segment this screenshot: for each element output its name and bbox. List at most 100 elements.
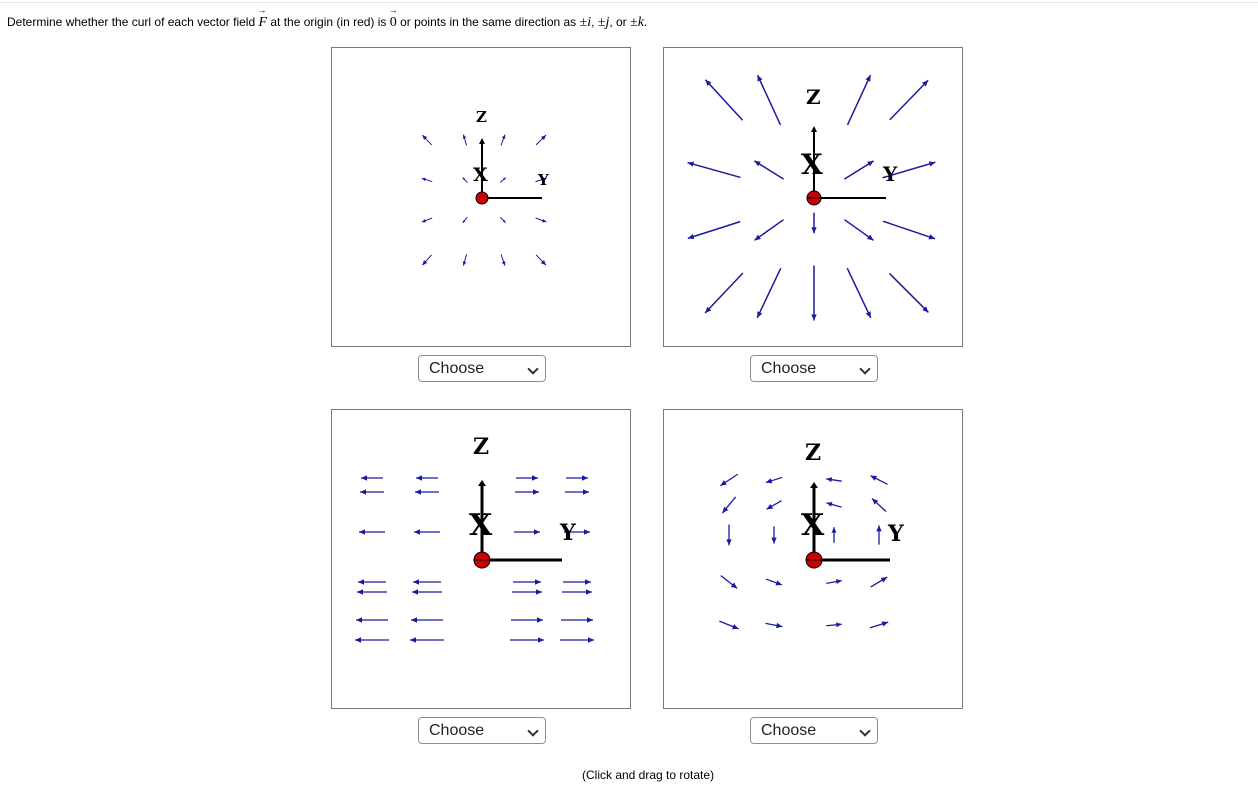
plot-4-svg: Z X Y bbox=[719, 440, 904, 630]
chevron-down-icon bbox=[527, 725, 539, 737]
field-arrow-1-11-head bbox=[541, 218, 547, 223]
plot-1-svg: Z X Y bbox=[421, 108, 549, 266]
field-arrow-3-23-head bbox=[587, 617, 593, 623]
curl-select-3[interactable]: Choose bbox=[418, 717, 546, 744]
field-arrow-4-19-head bbox=[881, 621, 889, 627]
field-arrow-4-15-head bbox=[880, 577, 888, 583]
field-arrow-3-9-head bbox=[414, 529, 420, 535]
field-arrow-3-11-head bbox=[584, 529, 590, 535]
field-arrow-2-5-head bbox=[754, 160, 761, 167]
field-arrow-2-11-head bbox=[928, 234, 936, 240]
plot-3-z-arrowhead bbox=[478, 480, 486, 486]
field-arrow-4-9-head bbox=[771, 537, 777, 544]
plot-4-z-label: Z bbox=[805, 440, 821, 466]
field-arrow-1-12-head bbox=[422, 260, 428, 266]
plot-2-svg: Z X Y bbox=[687, 74, 936, 321]
field-arrow-3-7-head bbox=[583, 489, 589, 495]
field-arrow-3-24-head bbox=[355, 637, 361, 643]
plot-4-z-arrowhead bbox=[810, 482, 818, 488]
field-arrow-4-1-head bbox=[765, 478, 773, 484]
field-arrow-1-3-head bbox=[540, 135, 546, 141]
field-arrow-4-2-head bbox=[826, 477, 833, 483]
vector-field-plot-2[interactable]: Z X Y bbox=[663, 47, 963, 347]
field-arrow-2-15-head bbox=[865, 311, 871, 318]
field-arrow-2-3 bbox=[889, 79, 929, 121]
top-divider bbox=[0, 2, 1258, 3]
curl-select-3-value: Choose bbox=[429, 722, 485, 739]
field-arrow-4-17-head bbox=[776, 622, 783, 629]
field-arrow-4-4-head bbox=[722, 506, 729, 514]
field-arrow-4-7-head bbox=[871, 498, 879, 505]
plot-2-z-label: Z bbox=[806, 85, 821, 109]
field-arrow-2-13-head bbox=[757, 311, 763, 318]
field-arrow-3-22-head bbox=[537, 617, 543, 623]
vector-field-plot-3[interactable]: Z X Y bbox=[331, 409, 631, 709]
vector-field-plot-4[interactable]: Z X Y bbox=[663, 409, 963, 709]
field-arrow-4-6-head bbox=[826, 501, 833, 507]
field-arrow-2-12 bbox=[704, 272, 744, 314]
field-arrow-1-14-head bbox=[501, 261, 506, 266]
field-arrow-1-13-head bbox=[462, 261, 467, 266]
field-arrow-3-15-head bbox=[585, 579, 591, 585]
field-arrow-3-1-head bbox=[416, 475, 422, 481]
curl-select-4-value: Choose bbox=[761, 722, 817, 739]
plot-3-arrows bbox=[355, 475, 594, 643]
vector-f-symbol: F bbox=[258, 15, 267, 30]
field-arrow-1-5-head bbox=[462, 177, 466, 180]
plot-3-svg: Z X Y bbox=[355, 434, 594, 643]
curl-select-1[interactable]: Choose bbox=[418, 355, 546, 382]
field-arrow-3-21-head bbox=[411, 617, 417, 623]
field-arrow-2-4 bbox=[687, 161, 741, 179]
field-arrow-3-16-head bbox=[357, 589, 363, 595]
pm-j-symbol: ±j bbox=[597, 15, 610, 30]
field-arrow-1-8-head bbox=[421, 218, 427, 223]
field-arrow-3-10-head bbox=[534, 529, 540, 535]
curl-select-2-value: Choose bbox=[761, 360, 817, 377]
field-arrow-1-10-head bbox=[502, 219, 506, 223]
field-arrow-2-8 bbox=[687, 220, 741, 240]
field-arrow-2-10-head bbox=[867, 234, 874, 241]
field-arrow-4-12-head bbox=[730, 582, 738, 589]
field-arrow-2-1-head bbox=[757, 75, 763, 82]
field-arrow-1-4-head bbox=[421, 177, 426, 182]
field-arrow-2-11 bbox=[882, 220, 936, 240]
field-arrow-2-1 bbox=[756, 74, 782, 126]
plot-2-arrows bbox=[687, 74, 936, 321]
field-arrow-1-7-head bbox=[542, 177, 547, 182]
field-arrow-2-15 bbox=[846, 267, 872, 319]
curl-select-4[interactable]: Choose bbox=[750, 717, 878, 744]
field-arrow-2-3-head bbox=[922, 80, 929, 87]
field-arrow-4-14-head bbox=[835, 579, 842, 584]
field-arrow-2-8-head bbox=[687, 233, 695, 240]
field-arrow-3-3-head bbox=[582, 475, 588, 481]
field-arrow-2-2-head bbox=[865, 75, 871, 82]
field-arrow-3-6-head bbox=[533, 489, 539, 495]
field-arrow-3-5-head bbox=[415, 489, 421, 495]
plot-4-y-label: Y bbox=[887, 521, 904, 547]
field-arrow-1-9-head bbox=[462, 220, 466, 223]
field-arrow-1-15-head bbox=[540, 260, 546, 266]
field-arrow-2-14-head bbox=[811, 314, 817, 321]
curl-select-2[interactable]: Choose bbox=[750, 355, 878, 382]
field-arrow-4-5-head bbox=[766, 503, 774, 510]
rotate-hint: (Click and drag to rotate) bbox=[582, 768, 715, 782]
field-arrow-1-0-head bbox=[422, 135, 428, 140]
comma-2: , or bbox=[609, 15, 631, 29]
field-arrow-4-0-head bbox=[720, 480, 727, 486]
plot-3-y-label: Y bbox=[559, 520, 576, 546]
plot-2-x-label: X bbox=[801, 148, 823, 181]
field-arrow-4-18-head bbox=[836, 622, 842, 628]
curl-select-1-value: Choose bbox=[429, 360, 485, 377]
question-prefix: Determine whether the curl of each vecto… bbox=[7, 15, 259, 29]
field-arrow-2-16 bbox=[889, 273, 929, 313]
plot-1-y-label: Y bbox=[537, 171, 549, 189]
field-arrow-3-19-head bbox=[586, 589, 592, 595]
field-arrow-4-11-head bbox=[876, 525, 882, 532]
field-arrow-3-13-head bbox=[413, 579, 419, 585]
vector-field-plot-1[interactable]: Z X Y bbox=[331, 47, 631, 347]
question-after-zero: or points in the same direction as bbox=[396, 15, 580, 29]
field-arrow-2-7-head bbox=[928, 161, 936, 167]
question-end: . bbox=[643, 15, 648, 29]
field-arrow-3-18-head bbox=[536, 589, 542, 595]
chevron-down-icon bbox=[859, 725, 871, 737]
